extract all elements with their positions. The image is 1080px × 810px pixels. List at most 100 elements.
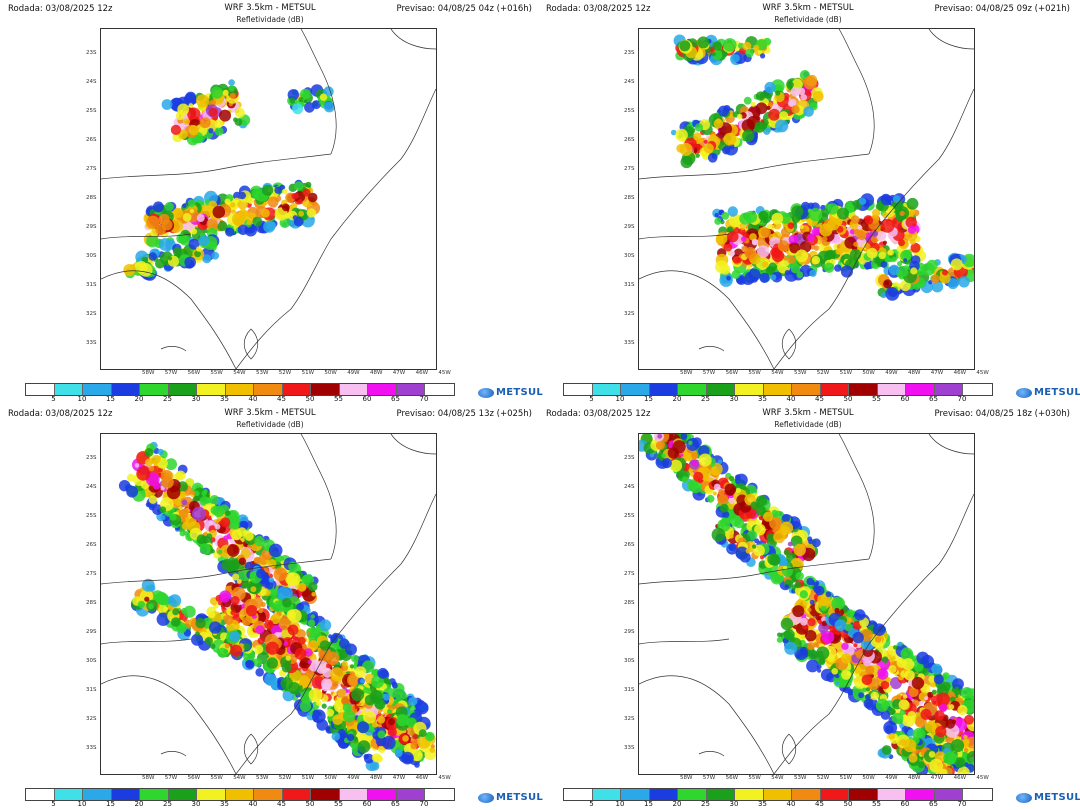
colorbar-label: 30 bbox=[729, 800, 739, 808]
colorbar-segment bbox=[877, 384, 906, 395]
colorbar-segment bbox=[282, 789, 311, 800]
echo-cell bbox=[883, 720, 898, 735]
echo-cell bbox=[794, 581, 801, 589]
echo-cell bbox=[224, 198, 231, 205]
echo-cell bbox=[745, 48, 754, 58]
echo-cell bbox=[679, 40, 691, 52]
echo-cell bbox=[960, 687, 973, 699]
model-title: WRF 3.5km - METSUL Refletividade (dB) bbox=[538, 3, 1078, 24]
echo-cell bbox=[217, 220, 228, 232]
echo-cell bbox=[298, 96, 304, 103]
run-label: Rodada: 03/08/2025 12z bbox=[546, 409, 651, 419]
metsul-logo: METSUL bbox=[1016, 387, 1080, 398]
colorbar-label: 5 bbox=[589, 395, 594, 403]
latitude-label: 26S bbox=[624, 137, 635, 143]
longitude-label: 45W bbox=[976, 775, 989, 781]
echo-cell bbox=[711, 527, 726, 542]
echo-cell bbox=[769, 555, 781, 566]
echo-cell bbox=[233, 217, 243, 227]
echo-cell bbox=[750, 501, 758, 510]
echo-cell bbox=[267, 196, 279, 208]
echo-cell bbox=[353, 736, 358, 742]
echo-cell bbox=[837, 207, 849, 220]
echo-cell bbox=[933, 674, 944, 685]
echo-cell bbox=[880, 292, 887, 299]
colorbar-segment bbox=[621, 789, 650, 800]
echo-cell bbox=[776, 636, 783, 643]
colorbar-segment bbox=[849, 789, 878, 800]
echo-cell bbox=[807, 233, 815, 242]
echo-cell bbox=[807, 607, 812, 612]
echo-cell bbox=[963, 734, 968, 740]
echo-cell bbox=[157, 448, 164, 455]
latitude-label: 30S bbox=[86, 253, 97, 259]
longitude-label: 57W bbox=[702, 775, 716, 781]
echo-cell bbox=[679, 142, 693, 156]
echo-cell bbox=[351, 654, 359, 663]
echo-cell bbox=[799, 590, 808, 599]
model-title: WRF 3.5km - METSUL Refletividade (dB) bbox=[538, 408, 1078, 429]
longitude-label: 45W bbox=[976, 370, 989, 376]
echo-cell bbox=[806, 642, 816, 651]
echo-cell bbox=[342, 702, 352, 712]
colorbar-labels: 5 10 15 20 25 30 35 40 45 50 55 60 65 70 bbox=[563, 800, 993, 810]
echo-cell bbox=[809, 269, 817, 277]
echo-cell bbox=[281, 662, 292, 673]
echo-cell bbox=[338, 728, 346, 737]
echo-cell bbox=[807, 202, 815, 209]
metsul-logo: METSUL bbox=[478, 792, 543, 803]
echo-cell bbox=[134, 463, 140, 468]
longitude-label: 56W bbox=[187, 775, 201, 781]
longitude-label: 53W bbox=[256, 370, 269, 376]
echo-cell bbox=[721, 212, 730, 220]
echo-cell bbox=[266, 657, 279, 669]
echo-cell bbox=[299, 661, 307, 669]
echo-cell bbox=[897, 261, 903, 267]
globe-icon bbox=[1016, 792, 1032, 803]
echo-cell bbox=[841, 642, 849, 650]
colorbar-segment bbox=[168, 789, 197, 800]
latitude-label: 24S bbox=[624, 484, 635, 490]
echo-cell bbox=[297, 582, 307, 592]
echo-cell bbox=[258, 607, 264, 614]
echo-cell bbox=[754, 523, 766, 536]
echo-cell bbox=[296, 603, 304, 611]
echo-cell bbox=[827, 203, 839, 215]
echo-cell bbox=[771, 212, 784, 225]
echo-cell bbox=[759, 272, 770, 283]
echo-cell bbox=[755, 102, 768, 115]
echo-cell bbox=[247, 543, 252, 549]
reflectivity-map bbox=[100, 433, 437, 775]
colorbar-segment bbox=[678, 384, 707, 395]
colorbar-segment bbox=[735, 789, 764, 800]
echo-cell bbox=[924, 696, 929, 701]
echo-cell bbox=[410, 742, 418, 750]
echo-cell bbox=[189, 208, 195, 214]
border-line bbox=[928, 29, 974, 50]
latitude-label: 31S bbox=[624, 282, 635, 288]
latitude-label: 23S bbox=[624, 50, 635, 56]
echo-cell bbox=[287, 572, 301, 587]
echo-cell bbox=[808, 539, 814, 545]
echo-cell bbox=[863, 698, 874, 709]
border-line bbox=[101, 270, 237, 369]
echo-cell bbox=[229, 630, 241, 643]
longitude-label: 51W bbox=[839, 370, 853, 376]
colorbar-segment bbox=[820, 384, 849, 395]
echo-cell bbox=[813, 229, 819, 235]
echo-cell bbox=[196, 534, 207, 545]
echo-cell bbox=[723, 132, 737, 146]
echo-cell bbox=[219, 109, 231, 122]
border-line bbox=[781, 733, 797, 765]
echo-cell bbox=[208, 107, 218, 117]
echo-cell bbox=[328, 634, 333, 639]
echo-cell bbox=[363, 710, 377, 724]
forecast-panel: Rodada: 03/08/2025 12z WRF 3.5km - METSU… bbox=[538, 0, 1080, 405]
colorbar-segment bbox=[26, 789, 55, 800]
echo-cell bbox=[707, 153, 718, 163]
echo-cell bbox=[752, 544, 757, 549]
echo-cell bbox=[854, 609, 866, 621]
colorbar-label: 40 bbox=[248, 395, 258, 403]
latitude-label: 26S bbox=[86, 542, 97, 548]
forecast-label: Previsao: 04/08/25 04z (+016h) bbox=[396, 4, 532, 14]
